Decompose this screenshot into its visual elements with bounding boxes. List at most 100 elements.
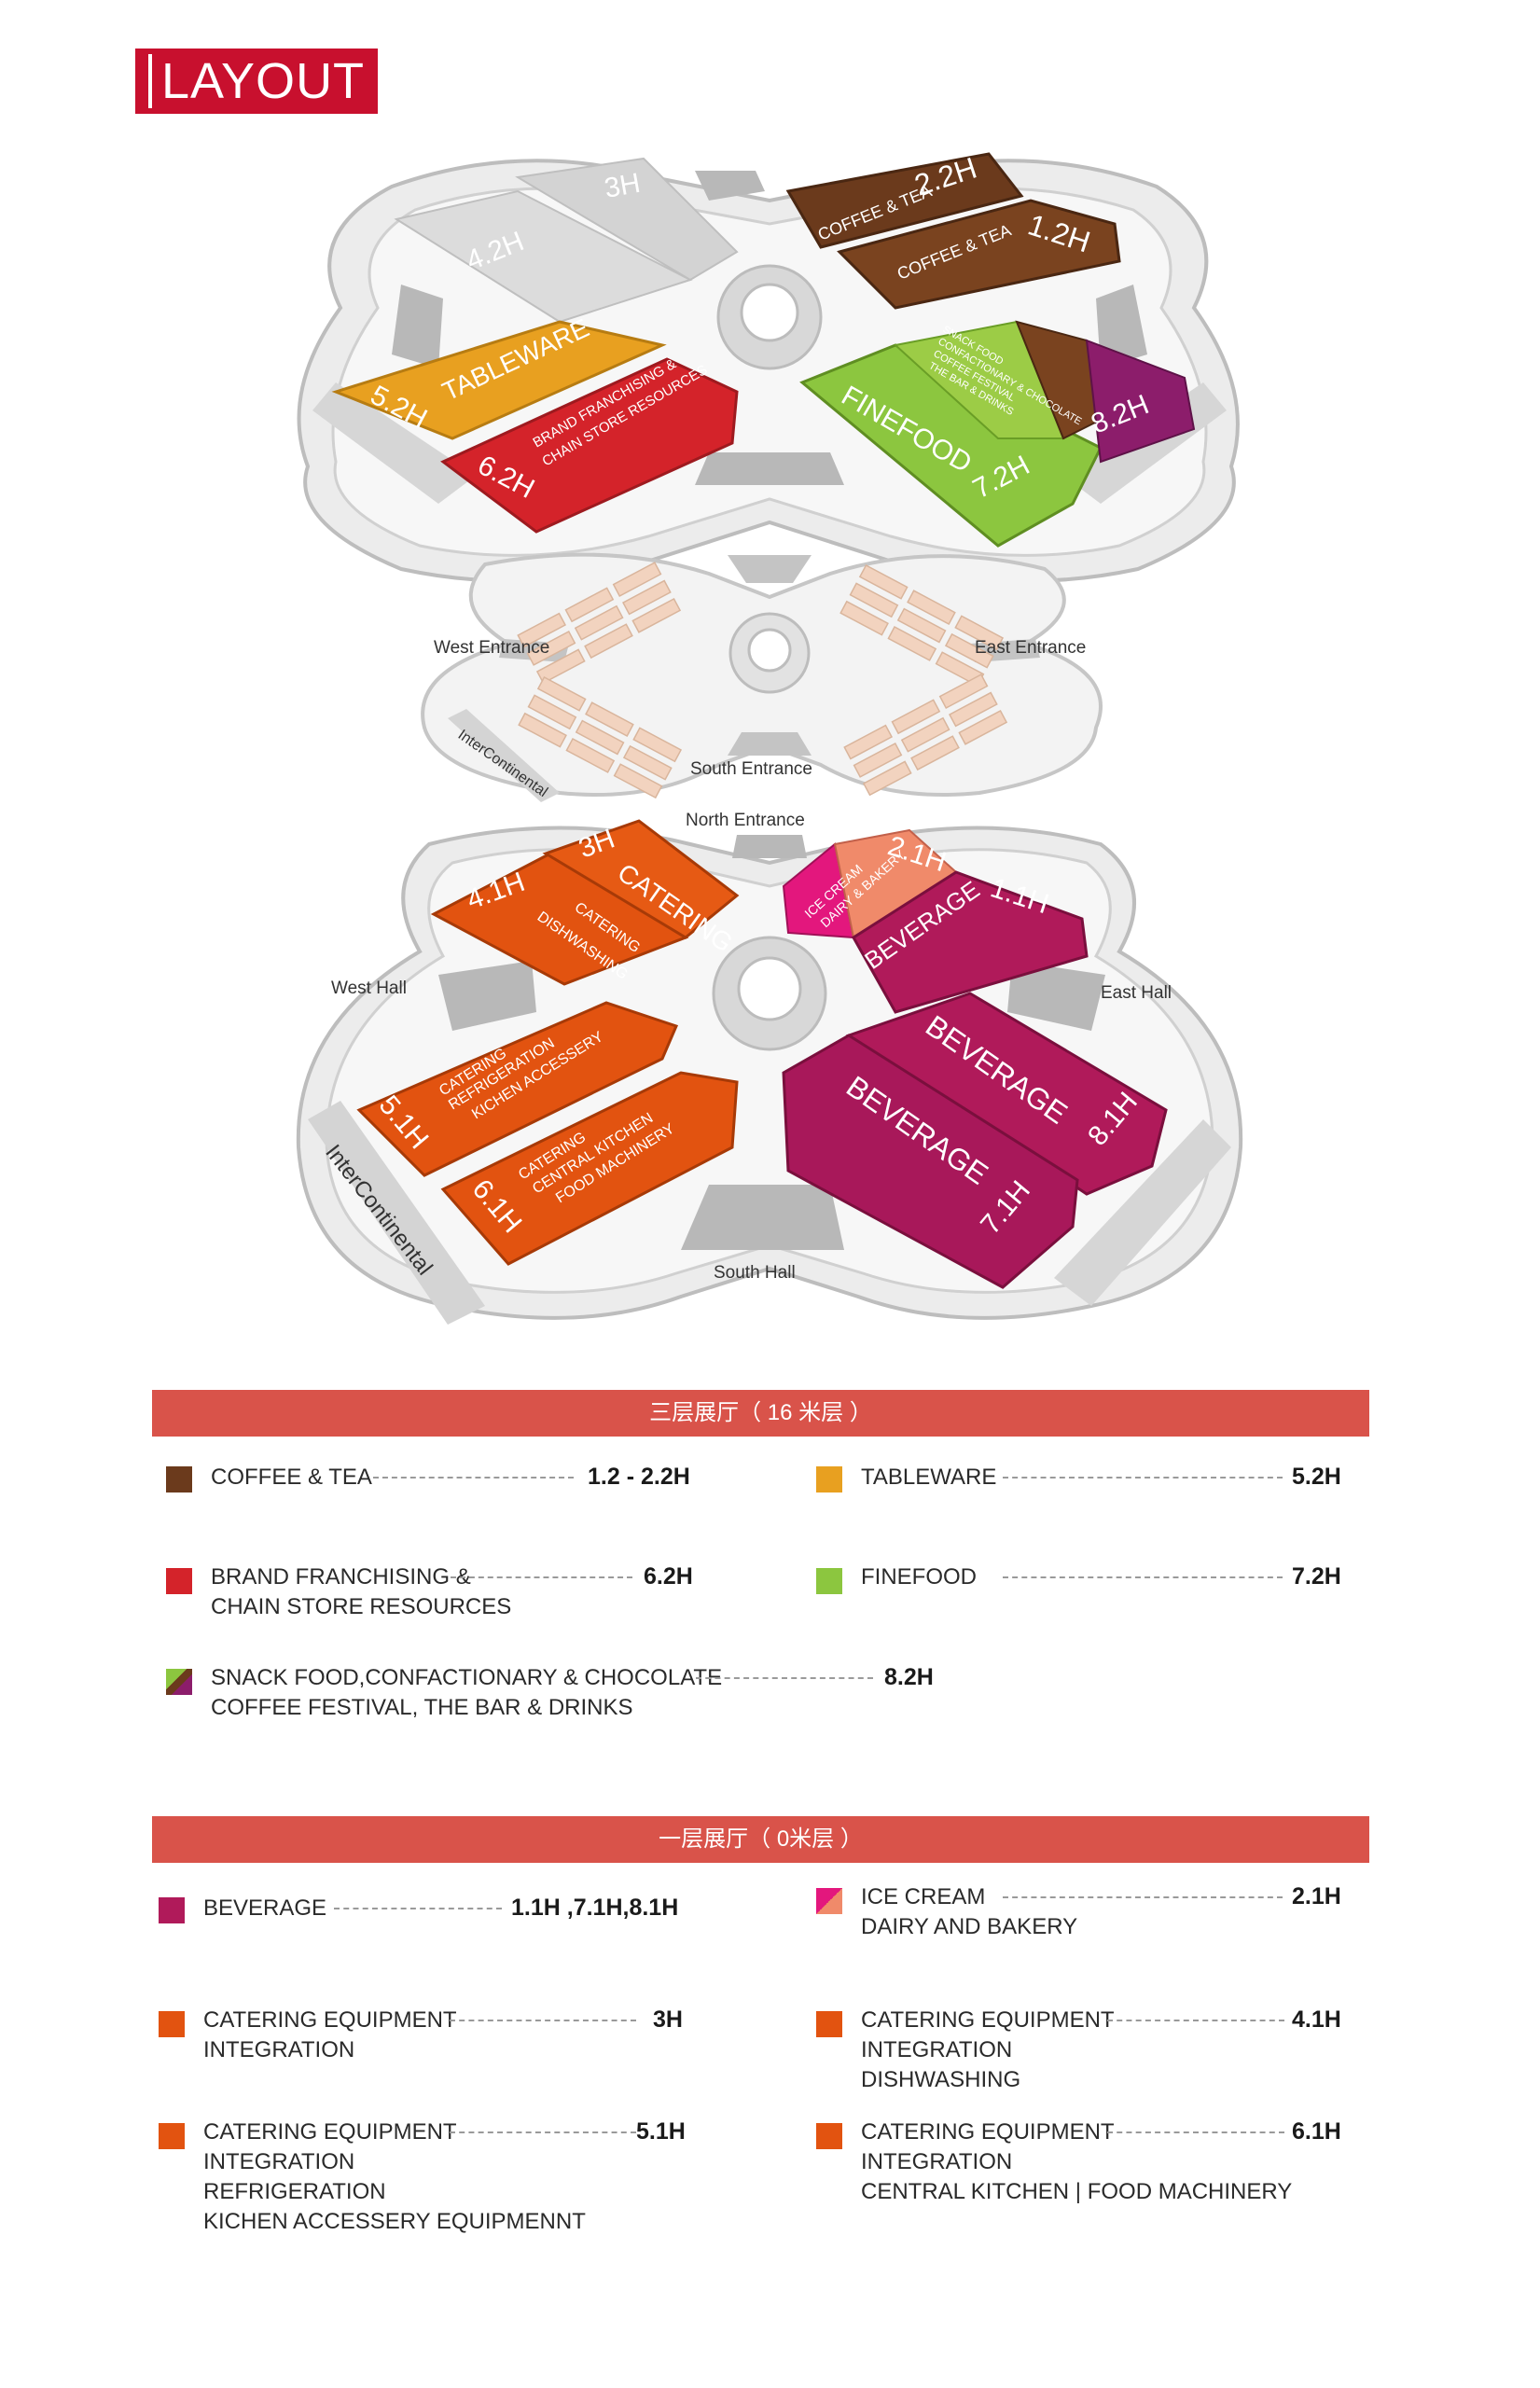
- legend-hall: 3H: [653, 2006, 683, 2033]
- legend-leader-line: [696, 1677, 873, 1679]
- east-entrance-label: East Entrance: [975, 638, 1086, 658]
- north-entrance-label: North Entrance: [686, 811, 805, 830]
- booth-block-31: [853, 743, 903, 778]
- legend-name: CATERING EQUIPMENT: [861, 2007, 1115, 2033]
- upper-south-connector: [695, 452, 844, 485]
- legend-name-line-2: INTEGRATION: [203, 2149, 355, 2174]
- legend-name: BRAND FRANCHISING &: [211, 1564, 471, 1590]
- lower-north-connector: [732, 835, 807, 858]
- legend-leader-line: [373, 1477, 574, 1479]
- booth-block-28: [843, 724, 894, 760]
- legend-hall: 2.1H: [1292, 1883, 1341, 1909]
- venue-floor-map: 3H 4.2H 2.2H COFFEE & TEA 1.2H COFFEE & …: [296, 151, 1243, 1325]
- exhibition-booth-grid: [517, 562, 1008, 799]
- catering-swatch-icon: [159, 2123, 185, 2149]
- legend-hall: 1.1H ,7.1H,8.1H: [511, 1895, 679, 1921]
- south-hall-label: South Hall: [714, 1263, 796, 1283]
- legend-hall: 6.1H: [1292, 2118, 1341, 2145]
- east-hall-label: East Hall: [1101, 983, 1172, 1003]
- legend-hall: 6.2H: [644, 1563, 693, 1590]
- booth-block-19: [536, 675, 587, 712]
- brand-swatch-icon: [166, 1568, 192, 1594]
- booth-block-25: [518, 712, 567, 748]
- lower-east-wing: [1054, 1119, 1231, 1306]
- lower-south-connector: [681, 1185, 844, 1250]
- booth-block-23: [575, 719, 625, 756]
- hall-6-2h-block: [440, 357, 739, 534]
- hall-3h-upper-label: 3H: [602, 168, 643, 204]
- legend-name-line-3: REFRIGERATION: [203, 2179, 386, 2204]
- legend-leader-line: [1003, 1477, 1283, 1479]
- layout-title-badge: LAYOUT: [135, 49, 378, 114]
- upper-west-wing: [312, 382, 476, 504]
- booth-block-20: [585, 701, 634, 738]
- legend-name-line-2: CHAIN STORE RESOURCES: [211, 1594, 512, 1619]
- legend-name-line-2: DAIRY AND BAKERY: [861, 1914, 1078, 1939]
- lower-east-connector: [1007, 961, 1105, 1031]
- legend-name-line-2: INTEGRATION: [203, 2037, 355, 2062]
- booth-block-4: [526, 631, 576, 666]
- intercontinental-lower-building: [308, 1101, 485, 1325]
- legend-hall: 5.1H: [636, 2118, 686, 2145]
- legend-hall: 5.2H: [1292, 1464, 1341, 1490]
- lower-west-connector: [438, 961, 536, 1031]
- ice-cream-swatch-icon: [816, 1888, 842, 1914]
- booth-block-36: [958, 709, 1008, 745]
- booth-block-6: [622, 579, 672, 616]
- legend-name-line-2: INTEGRATION: [861, 2149, 1013, 2174]
- booth-block-14: [896, 607, 947, 644]
- booth-block-33: [949, 691, 998, 728]
- legend-leader-line: [450, 2131, 636, 2133]
- hall-6-1h-block: [440, 1071, 739, 1266]
- legend-name: BEVERAGE: [203, 1895, 327, 1921]
- hall-7-2h-block: [799, 343, 1103, 548]
- hall-5-2h-block: [331, 320, 667, 440]
- west-entrance-label: West Entrance: [434, 638, 549, 658]
- upper-north-connector: [695, 171, 765, 201]
- legend-leader-line: [450, 2020, 636, 2021]
- legend-leader-line: [1107, 2020, 1284, 2021]
- beverage-swatch-icon: [159, 1897, 185, 1923]
- middle-hub-center: [747, 628, 792, 673]
- booth-block-22: [527, 694, 577, 730]
- booth-block-21: [632, 727, 683, 763]
- middle-level: West Entrance East Entrance South Entran…: [421, 552, 1103, 802]
- south-entrance-label: South Entrance: [690, 759, 812, 779]
- hall-2-2h-block: [785, 152, 1024, 249]
- booth-block-35: [910, 735, 960, 771]
- legend-name: CATERING EQUIPMENT: [203, 2119, 457, 2145]
- booth-block-30: [938, 673, 989, 709]
- booth-block-27: [613, 763, 663, 799]
- booth-block-32: [900, 716, 950, 753]
- upper-hub-center: [740, 283, 799, 342]
- booth-block-9: [631, 597, 682, 633]
- upper-east-connector: [1096, 285, 1147, 368]
- hall-7-1h-block: [782, 1034, 1079, 1289]
- lower-floor-heading: 一层展厅（ 0米层 ）: [152, 1816, 1369, 1863]
- legend-leader-line: [334, 1908, 502, 1909]
- legend-name: CATERING EQUIPMENT: [203, 2007, 457, 2033]
- title-divider: [148, 54, 152, 108]
- booth-block-3: [612, 562, 662, 597]
- booth-block-24: [622, 744, 673, 781]
- booth-block-8: [584, 623, 633, 659]
- booth-block-26: [565, 738, 616, 773]
- intercontinental-middle-building: [448, 709, 560, 802]
- legend-name-line-3: DISHWASHING: [861, 2067, 1021, 2092]
- legend-name-line-3: CENTRAL KITCHEN | FOOD MACHINERY: [861, 2179, 1293, 2204]
- catering-swatch-icon: [816, 2011, 842, 2037]
- upper-west-connector: [392, 285, 443, 368]
- lower-level: North Entrance West Hall East Hall South…: [296, 811, 1243, 1325]
- legend-name-line-4: KICHEN ACCESSERY EQUIPMENNT: [203, 2209, 586, 2234]
- legend-name: FINEFOOD: [861, 1564, 977, 1590]
- page-title: LAYOUT: [161, 53, 366, 109]
- hall-3h-lower-block: [542, 819, 740, 939]
- finefood-swatch-icon: [816, 1568, 842, 1594]
- legend-name: COFFEE & TEA: [211, 1465, 372, 1490]
- legend-name-line-2: COFFEE FESTIVAL, THE BAR & DRINKS: [211, 1695, 633, 1720]
- hall-3h-upper-block: [515, 157, 739, 282]
- upper-floor-heading: 三层展厅（ 16 米层 ）: [152, 1390, 1369, 1437]
- booth-block-15: [944, 632, 994, 669]
- legend-hall: 1.2 - 2.2H: [588, 1464, 690, 1490]
- booth-block-29: [891, 699, 941, 735]
